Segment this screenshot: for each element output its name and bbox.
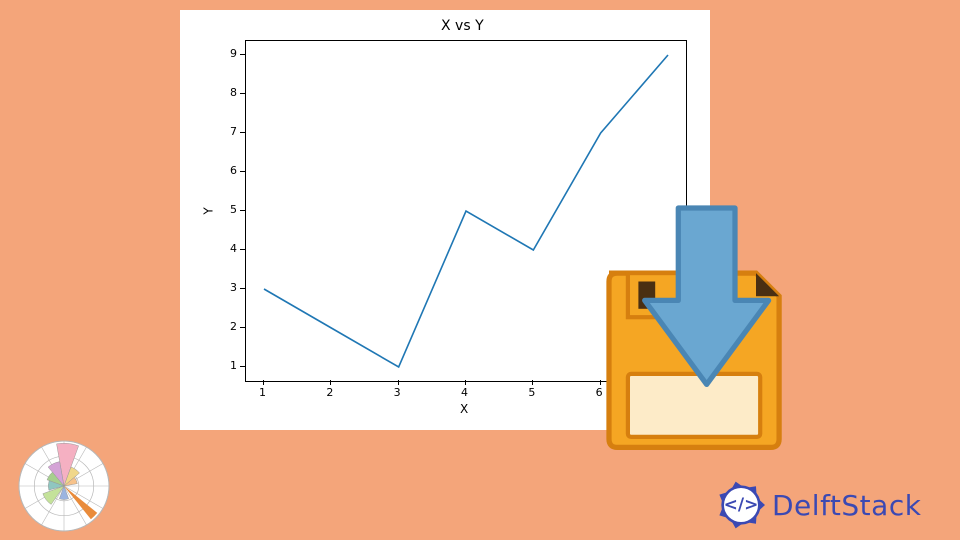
y-tick-label: 9: [230, 47, 237, 60]
x-tick: [263, 380, 264, 385]
x-tick: [330, 380, 331, 385]
save-download-icon: [588, 250, 798, 460]
brand-gear-icon: </>: [716, 480, 766, 530]
y-tick: [240, 54, 245, 55]
x-tick: [465, 380, 466, 385]
y-tick-label: 8: [230, 86, 237, 99]
y-tick: [240, 93, 245, 94]
y-tick-label: 7: [230, 125, 237, 138]
y-tick: [240, 132, 245, 133]
y-tick-label: 6: [230, 164, 237, 177]
y-tick-label: 1: [230, 359, 237, 372]
y-tick: [240, 171, 245, 172]
x-tick-label: 2: [326, 386, 333, 399]
brand-name: DelftStack: [772, 489, 921, 522]
x-tick: [398, 380, 399, 385]
y-tick: [240, 288, 245, 289]
y-tick: [240, 327, 245, 328]
x-axis-label: X: [460, 402, 468, 416]
x-tick-label: 1: [259, 386, 266, 399]
x-tick-label: 4: [461, 386, 468, 399]
y-tick-label: 5: [230, 203, 237, 216]
y-tick-label: 3: [230, 281, 237, 294]
y-tick: [240, 366, 245, 367]
y-tick: [240, 210, 245, 211]
y-tick-label: 2: [230, 320, 237, 333]
brand-logo: </> DelftStack: [716, 480, 921, 530]
y-axis-label: Y: [202, 207, 216, 214]
chart-title: X vs Y: [441, 18, 484, 34]
y-tick-label: 4: [230, 242, 237, 255]
y-tick: [240, 249, 245, 250]
svg-text:</>: </>: [724, 495, 759, 515]
page-canvas: 1234567123456789X vs YXY</>DelftStack: [0, 0, 960, 540]
x-tick: [532, 380, 533, 385]
x-tick-label: 5: [528, 386, 535, 399]
polar-rose-icon: [18, 440, 110, 532]
x-tick-label: 3: [394, 386, 401, 399]
